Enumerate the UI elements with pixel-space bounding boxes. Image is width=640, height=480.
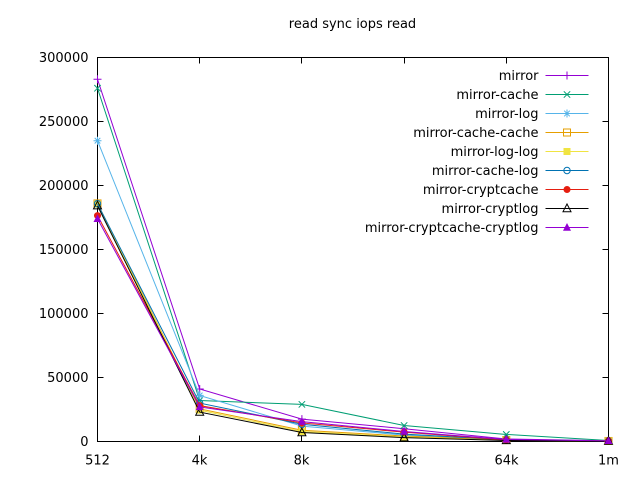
x-tick-label: 64k xyxy=(494,454,519,469)
triangle-open-marker xyxy=(399,432,409,442)
legend-item: mirror-log-log xyxy=(451,145,589,160)
y-tick-label: 300000 xyxy=(39,51,89,66)
legend-item: mirror-log xyxy=(475,107,589,122)
legend-label: mirror-cache-cache xyxy=(413,126,538,141)
square-filled-marker xyxy=(563,148,571,155)
legend-label: mirror-cryptcache-cryptlog xyxy=(365,221,539,236)
triangle-filled-marker xyxy=(93,214,102,222)
axis-ticks xyxy=(97,57,609,442)
asterisk-marker xyxy=(195,391,204,400)
triangle-open-marker xyxy=(92,200,103,210)
series-line xyxy=(97,88,609,441)
y-tick-label: 150000 xyxy=(39,243,89,258)
cross-marker xyxy=(400,421,408,430)
legend-item: mirror-cryptcache xyxy=(423,183,589,198)
x-tick-label: 1m xyxy=(598,454,619,469)
legend-label: mirror-cryptlog xyxy=(442,202,539,217)
y-tick-label: 200000 xyxy=(39,179,89,194)
legend-item: mirror-cache-log xyxy=(432,164,589,179)
legend-item: mirror-cryptlog xyxy=(442,202,589,217)
series-mirror-log-log xyxy=(94,200,612,445)
triangle-filled-marker xyxy=(297,417,306,425)
plus-marker xyxy=(93,75,102,84)
legend-label: mirror xyxy=(499,69,539,84)
series-mirror-cryptcache-cryptlog xyxy=(93,214,613,445)
x-tick-label: 4k xyxy=(192,454,208,469)
series-line xyxy=(97,218,609,442)
triangle-open-marker xyxy=(562,202,572,213)
series-mirror-cache-cache xyxy=(93,199,613,445)
triangle-filled-marker xyxy=(604,436,613,445)
plot-area: 0 50000 100000 150000 200000 250000 300000 512 4… xyxy=(39,51,619,469)
triangle-filled-marker xyxy=(400,427,409,435)
series-mirror-cache-log xyxy=(93,199,613,445)
series-line xyxy=(97,215,609,442)
asterisk-marker xyxy=(93,136,102,145)
triangle-filled-marker xyxy=(563,223,571,231)
triangle-open-marker xyxy=(297,426,307,437)
legend-label: mirror-log xyxy=(475,107,538,122)
square-open-marker xyxy=(563,128,571,137)
y-tick-label: 50000 xyxy=(47,371,88,386)
y-tick-label: 250000 xyxy=(39,115,89,130)
plus-marker xyxy=(563,71,571,80)
series-mirror-cryptlog xyxy=(92,200,614,445)
legend-label: mirror-log-log xyxy=(451,145,539,160)
legend-item: mirror-cryptcache-cryptlog xyxy=(365,221,589,236)
triangle-filled-marker xyxy=(502,434,511,443)
legend-label: mirror-cryptcache xyxy=(423,183,539,198)
x-tick-label: 16k xyxy=(392,454,417,469)
y-tick-label: 100000 xyxy=(39,307,89,322)
cross-marker xyxy=(563,90,571,99)
asterisk-marker xyxy=(563,109,571,118)
triangle-filled-marker xyxy=(195,402,204,411)
chart-title: read sync iops read xyxy=(288,17,417,32)
cross-marker xyxy=(93,84,102,92)
series-mirror-cache xyxy=(93,84,613,445)
cross-marker xyxy=(298,400,306,408)
triangle-open-marker xyxy=(194,406,205,416)
y-tick-label: 0 xyxy=(80,435,88,450)
legend-item: mirror xyxy=(499,69,589,84)
legend-item: mirror-cache-cache xyxy=(413,126,589,141)
legend: mirror mirror-cache mirror-log mirror-cache… xyxy=(365,69,589,236)
circle-filled-marker xyxy=(563,186,571,193)
square-filled-marker xyxy=(298,428,306,436)
x-tick-label: 8k xyxy=(294,454,310,469)
circle-open-marker xyxy=(563,166,571,175)
legend-label: mirror-cache xyxy=(456,88,538,103)
series-mirror-cryptcache xyxy=(94,212,612,445)
x-tick-label: 512 xyxy=(85,454,110,469)
legend-label: mirror-cache-log xyxy=(432,164,539,179)
legend-item: mirror-cache xyxy=(456,88,589,103)
series-line xyxy=(97,205,609,442)
